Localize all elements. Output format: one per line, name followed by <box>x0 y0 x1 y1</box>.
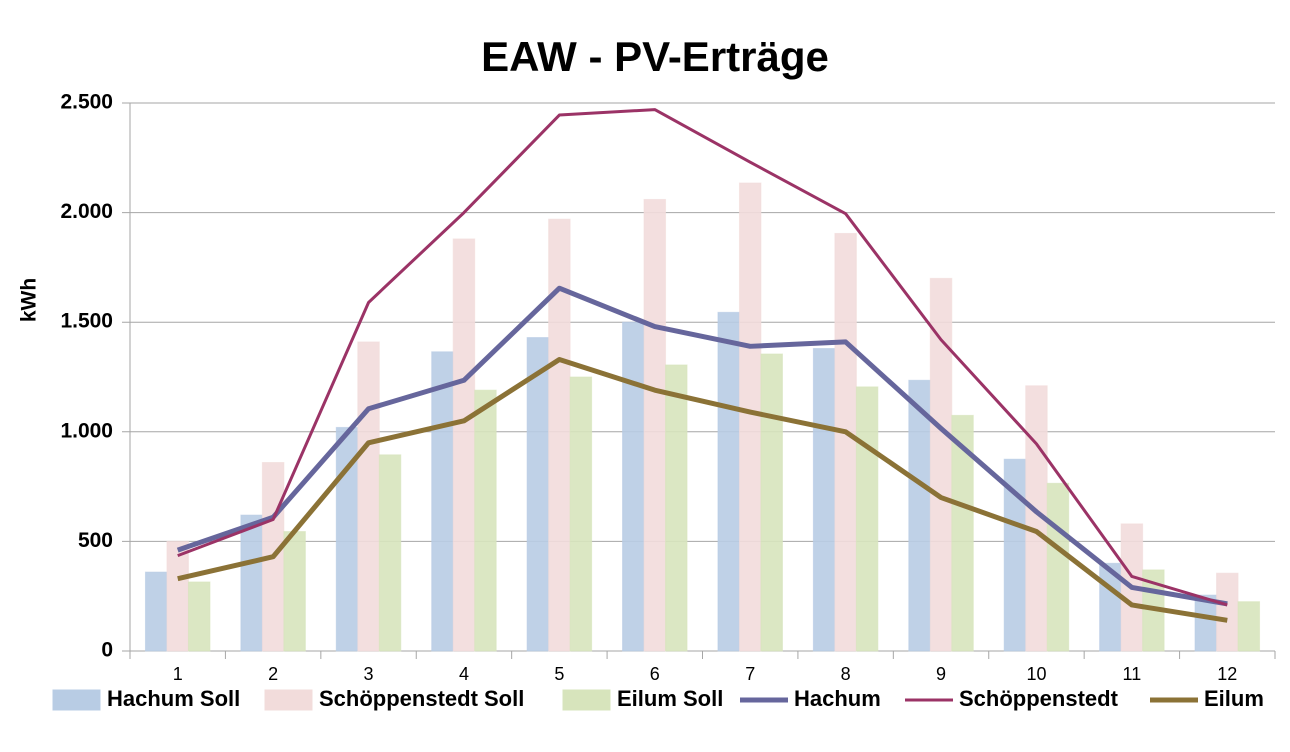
legend-swatch <box>562 689 611 711</box>
bar <box>357 341 380 652</box>
bar <box>951 414 974 652</box>
legend-label: Schöppenstedt <box>959 686 1119 711</box>
bar <box>1237 601 1261 652</box>
legend-swatch <box>52 689 101 711</box>
legend-label: Hachum Soll <box>107 686 240 711</box>
x-tick-label: 7 <box>745 664 755 684</box>
y-tick-label: 1.500 <box>60 310 113 333</box>
bar <box>1046 482 1070 652</box>
x-tick-label: 3 <box>364 664 374 684</box>
bar <box>569 376 593 652</box>
x-tick-label: 1 <box>173 664 183 684</box>
x-tick-label: 10 <box>1026 664 1046 684</box>
x-tick-label: 8 <box>841 664 851 684</box>
y-tick-label: 0 <box>101 639 113 662</box>
legend-label: Eilum Soll <box>617 686 723 711</box>
x-tick-label: 2 <box>268 664 278 684</box>
x-tick-label: 6 <box>650 664 660 684</box>
bar <box>1216 572 1239 652</box>
bar <box>166 540 189 652</box>
line <box>176 285 1228 607</box>
y-tick-label: 500 <box>78 529 113 552</box>
bar <box>548 218 571 652</box>
bar <box>474 389 497 652</box>
bar <box>378 454 402 652</box>
legend-label: Eilum <box>1204 686 1264 711</box>
bar <box>717 311 740 652</box>
bar <box>929 277 953 652</box>
bar <box>812 348 836 652</box>
x-tick-label: 5 <box>554 664 564 684</box>
x-tick-label: 11 <box>1123 664 1142 684</box>
x-tick-label: 4 <box>459 664 469 684</box>
x-tick-label: 12 <box>1217 664 1237 684</box>
legend-label: Hachum <box>794 686 881 711</box>
bar <box>738 182 762 652</box>
bar <box>665 364 688 652</box>
bar <box>760 353 783 652</box>
bar <box>144 571 168 652</box>
bar <box>240 514 263 652</box>
bar <box>431 351 454 652</box>
y-tick-label: 1.000 <box>60 419 113 442</box>
chart-title: EAW - PV-Erträge <box>481 33 829 80</box>
bar <box>622 321 645 652</box>
bar <box>526 337 550 652</box>
legend-label: Schöppenstedt Soll <box>319 686 524 711</box>
legend-swatch <box>264 689 313 711</box>
line <box>177 356 1228 623</box>
bar <box>643 198 667 652</box>
bar <box>908 379 931 652</box>
bar <box>187 581 211 652</box>
y-tick-label: 2.500 <box>60 91 113 114</box>
bar <box>452 238 476 652</box>
x-tick-label: 9 <box>936 664 946 684</box>
bar <box>283 531 306 652</box>
y-tick-label: 2.000 <box>60 200 113 223</box>
y-axis-label: kWh <box>18 278 41 322</box>
bar <box>855 386 879 652</box>
bar <box>834 232 857 652</box>
line <box>177 108 1228 607</box>
